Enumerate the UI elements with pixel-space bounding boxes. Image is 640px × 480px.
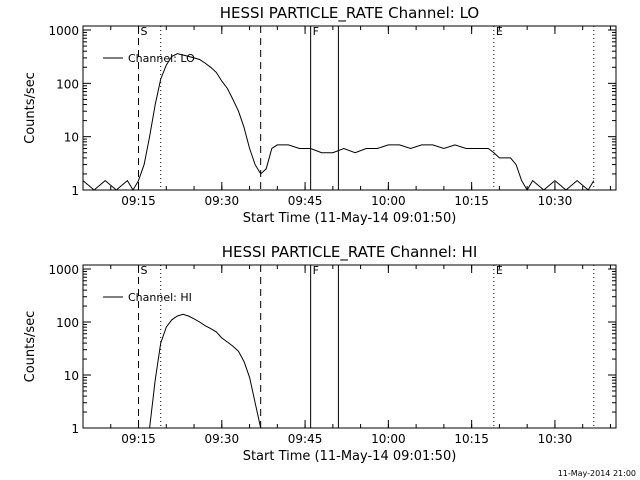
y-tick-label: 10 <box>64 131 79 145</box>
chart-panel-hi: HESSI PARTICLE_RATE Channel: HI 1 10 100 100… <box>23 243 617 464</box>
chart-title: HESSI PARTICLE_RATE Channel: HI <box>222 243 478 262</box>
x-tick-label: 10:15 <box>454 432 489 446</box>
x-tick-label: 10:15 <box>454 194 489 208</box>
y-axis-label: Counts/sec <box>23 72 38 144</box>
y-tick-label: 1 <box>71 422 79 436</box>
x-tick-label: 09:15 <box>121 194 156 208</box>
y-tick-label: 1 <box>71 184 79 198</box>
timestamp-label: 11-May-2014 21:00 <box>558 469 636 478</box>
series-line <box>82 53 595 191</box>
x-tick-label: 09:45 <box>288 432 323 446</box>
event-marker-s: S <box>141 264 148 277</box>
y-tick-label: 1000 <box>48 24 79 38</box>
x-tick-label: 09:45 <box>288 194 323 208</box>
series-line <box>149 313 262 429</box>
legend-label: Channel: LO <box>128 52 195 65</box>
x-tick-label: 10:30 <box>538 432 573 446</box>
x-tick-label: 10:30 <box>538 194 573 208</box>
y-tick-label: 100 <box>56 77 79 91</box>
x-tick-label: 09:30 <box>205 194 240 208</box>
event-marker-f: F <box>313 264 319 277</box>
event-marker-e: E <box>496 264 503 277</box>
x-axis-label: Start Time (11-May-14 09:01:50) <box>243 211 457 226</box>
x-tick-label: 09:30 <box>205 432 240 446</box>
x-tick-label: 09:15 <box>121 432 156 446</box>
y-tick-label: 100 <box>56 316 79 330</box>
chart-panel-lo: HESSI PARTICLE_RATE Channel: LO 1 10 100 100… <box>23 4 617 226</box>
x-tick-label: 10:00 <box>371 194 406 208</box>
chart-title: HESSI PARTICLE_RATE Channel: LO <box>220 4 479 23</box>
plot-frame <box>82 264 617 429</box>
x-tick-label: 10:00 <box>371 432 406 446</box>
event-marker-e: E <box>496 25 503 38</box>
y-tick-label: 1000 <box>48 263 79 277</box>
event-marker-f: F <box>313 25 319 38</box>
plot-frame <box>82 25 617 191</box>
event-marker-s: S <box>141 25 148 38</box>
legend-label: Channel: HI <box>128 291 192 304</box>
x-axis-label: Start Time (11-May-14 09:01:50) <box>243 449 457 464</box>
y-tick-label: 10 <box>64 369 79 383</box>
y-axis-label: Counts/sec <box>23 311 38 383</box>
